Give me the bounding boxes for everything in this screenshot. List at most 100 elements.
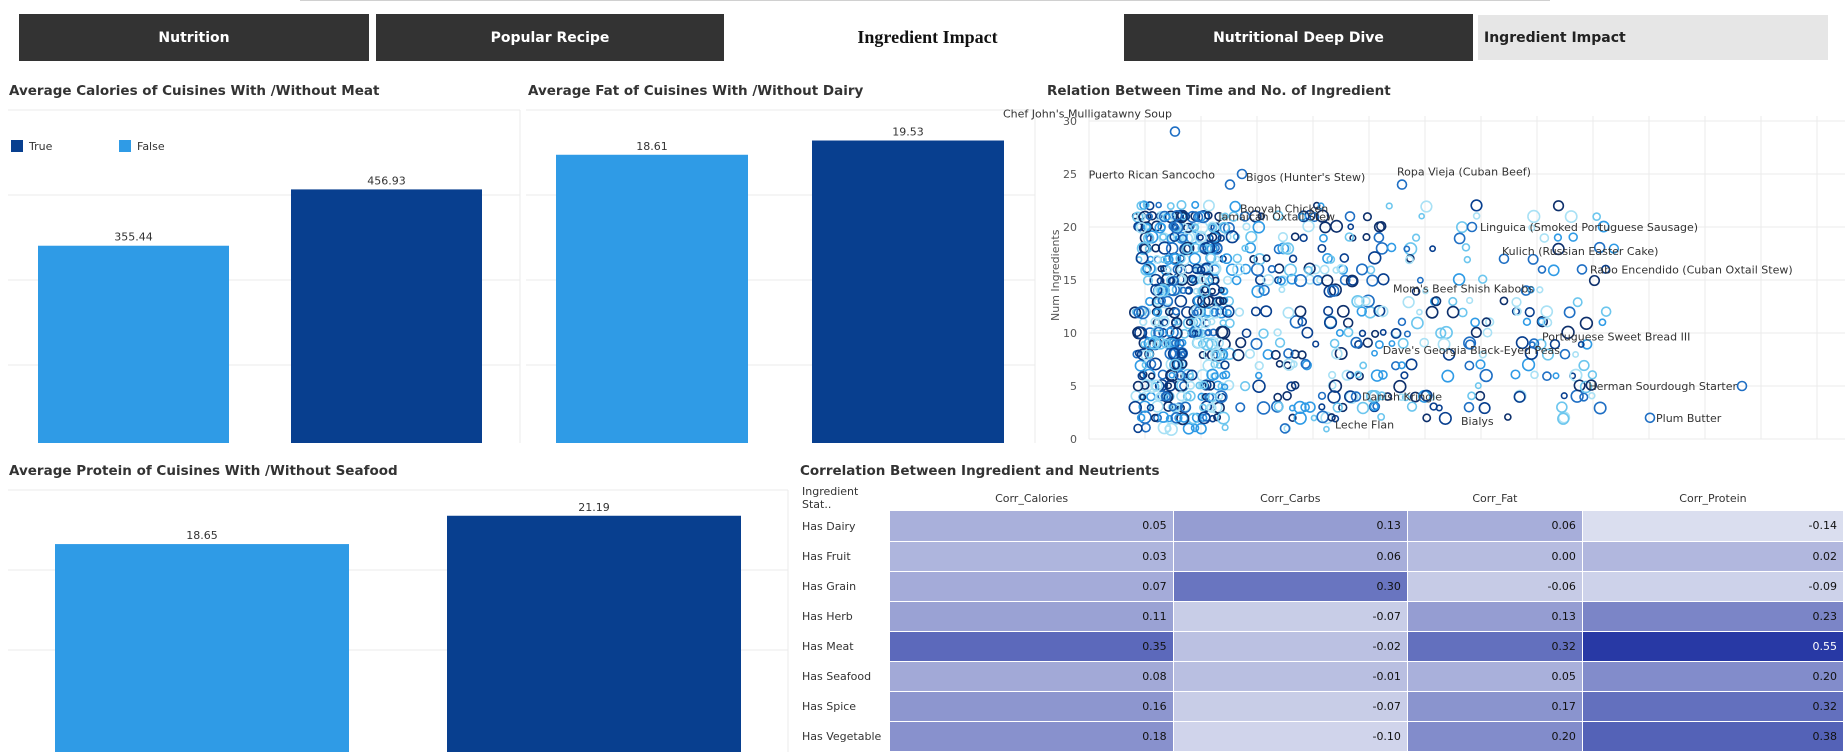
scatter-point[interactable] <box>1224 179 1236 190</box>
scatter-point[interactable] <box>1153 413 1162 423</box>
scatter-point[interactable] <box>1147 336 1161 350</box>
scatter-point[interactable] <box>1215 325 1229 339</box>
scatter-point[interactable] <box>1168 371 1176 379</box>
scatter-point[interactable] <box>1397 361 1406 370</box>
scatter-point[interactable] <box>1425 305 1439 319</box>
scatter-point[interactable] <box>1579 380 1593 394</box>
scatter-point[interactable] <box>1536 286 1544 294</box>
scatter-point[interactable] <box>1297 316 1308 327</box>
scatter-point[interactable] <box>1179 222 1189 232</box>
scatter-point[interactable] <box>1485 317 1495 327</box>
scatter-point[interactable] <box>1162 254 1174 265</box>
scatter-point[interactable] <box>1164 347 1177 360</box>
scatter-point[interactable] <box>1355 263 1369 276</box>
heatmap-cell[interactable]: -0.02 <box>1173 631 1408 662</box>
scatter-point[interactable] <box>1210 348 1223 361</box>
scatter-point[interactable] <box>1294 305 1307 318</box>
scatter-point[interactable] <box>1260 305 1273 318</box>
scatter-point[interactable] <box>1225 263 1239 277</box>
scatter-point[interactable] <box>1350 336 1363 349</box>
scatter-point[interactable] <box>1216 411 1230 425</box>
scatter-point[interactable] <box>1190 223 1200 232</box>
heatmap-cell[interactable]: -0.09 <box>1582 571 1845 602</box>
scatter-point[interactable] <box>1222 347 1236 361</box>
scatter-point[interactable] <box>1169 358 1182 372</box>
scatter-point[interactable] <box>1148 357 1162 371</box>
scatter-point[interactable] <box>1537 317 1546 326</box>
scatter-point[interactable] <box>1373 221 1385 233</box>
scatter-point[interactable] <box>1134 326 1148 340</box>
scatter-point[interactable] <box>1593 401 1607 415</box>
scatter-point[interactable] <box>1239 211 1251 222</box>
scatter-point[interactable] <box>1475 390 1486 402</box>
scatter-point[interactable] <box>1390 361 1401 371</box>
scatter-point[interactable] <box>1277 242 1290 255</box>
scatter-point[interactable] <box>1156 306 1170 320</box>
scatter-point[interactable] <box>1461 243 1471 252</box>
scatter-point[interactable] <box>1239 380 1251 392</box>
scatter-point[interactable] <box>1200 337 1214 351</box>
scatter-point[interactable] <box>1323 425 1330 433</box>
scatter-point[interactable] <box>1520 285 1532 296</box>
heatmap-cell[interactable]: 0.32 <box>1582 691 1845 722</box>
scatter-point[interactable] <box>1224 309 1232 317</box>
scatter-point[interactable] <box>1159 233 1168 241</box>
scatter-point[interactable] <box>1418 212 1425 220</box>
scatter-point[interactable] <box>1560 392 1568 400</box>
scatter-point[interactable] <box>1411 287 1421 296</box>
scatter-point[interactable] <box>1279 423 1291 434</box>
scatter-point[interactable] <box>1170 317 1183 329</box>
scatter-point[interactable] <box>1157 222 1166 232</box>
scatter-point[interactable] <box>1570 389 1584 403</box>
scatter-point[interactable] <box>1540 305 1554 318</box>
scatter-point[interactable] <box>1197 294 1211 308</box>
scatter-point[interactable] <box>1197 411 1211 425</box>
scatter-point[interactable] <box>1207 392 1217 403</box>
scatter-point[interactable] <box>1344 211 1356 222</box>
scatter-point[interactable] <box>1277 232 1289 243</box>
scatter-point[interactable] <box>1146 391 1156 402</box>
scatter-point[interactable] <box>1587 370 1598 380</box>
scatter-point[interactable] <box>1244 242 1257 254</box>
scatter-point[interactable] <box>1138 370 1148 379</box>
scatter-point[interactable] <box>1191 263 1203 275</box>
scatter-point[interactable] <box>1192 336 1204 349</box>
scatter-point[interactable] <box>1176 199 1187 211</box>
scatter-point[interactable] <box>1245 230 1258 244</box>
scatter-point[interactable] <box>1332 402 1343 413</box>
scatter-point[interactable] <box>1147 255 1155 263</box>
scatter-point[interactable] <box>1553 233 1563 242</box>
scatter-point[interactable] <box>1369 401 1379 412</box>
scatter-point[interactable] <box>1416 276 1424 284</box>
scatter-point[interactable] <box>1142 261 1156 276</box>
scatter-point[interactable] <box>1283 348 1294 359</box>
scatter-point[interactable] <box>1463 255 1472 264</box>
scatter-point[interactable] <box>1477 274 1488 284</box>
scatter-point[interactable] <box>1200 379 1212 391</box>
heatmap-cell[interactable]: 0.17 <box>1407 691 1583 722</box>
scatter-point[interactable] <box>1195 381 1204 390</box>
scatter-point[interactable] <box>1297 350 1307 360</box>
scatter-point[interactable] <box>1235 402 1246 413</box>
scatter-point[interactable] <box>1165 242 1179 255</box>
scatter-point[interactable] <box>1383 392 1393 401</box>
scatter-point[interactable] <box>1145 296 1155 307</box>
scatter-point[interactable] <box>1341 369 1353 381</box>
scatter-point[interactable] <box>1442 348 1456 361</box>
scatter-point[interactable] <box>1135 251 1149 265</box>
scatter-point[interactable] <box>1164 266 1173 274</box>
scatter-point[interactable] <box>1140 340 1148 348</box>
scatter-point[interactable] <box>1281 242 1295 255</box>
scatter-point[interactable] <box>1157 315 1170 328</box>
scatter-point[interactable] <box>1174 318 1182 326</box>
scatter-point[interactable] <box>1218 213 1226 221</box>
scatter-point[interactable] <box>1160 391 1171 402</box>
scatter-point[interactable] <box>1289 314 1304 329</box>
scatter-point[interactable] <box>1327 413 1336 422</box>
scatter-point[interactable] <box>1185 318 1194 327</box>
scatter-point[interactable] <box>1552 372 1560 380</box>
scatter-point[interactable] <box>1144 263 1158 277</box>
scatter-point[interactable] <box>1572 297 1583 308</box>
scatter-point[interactable] <box>1217 286 1225 294</box>
scatter-point[interactable] <box>1378 369 1388 380</box>
